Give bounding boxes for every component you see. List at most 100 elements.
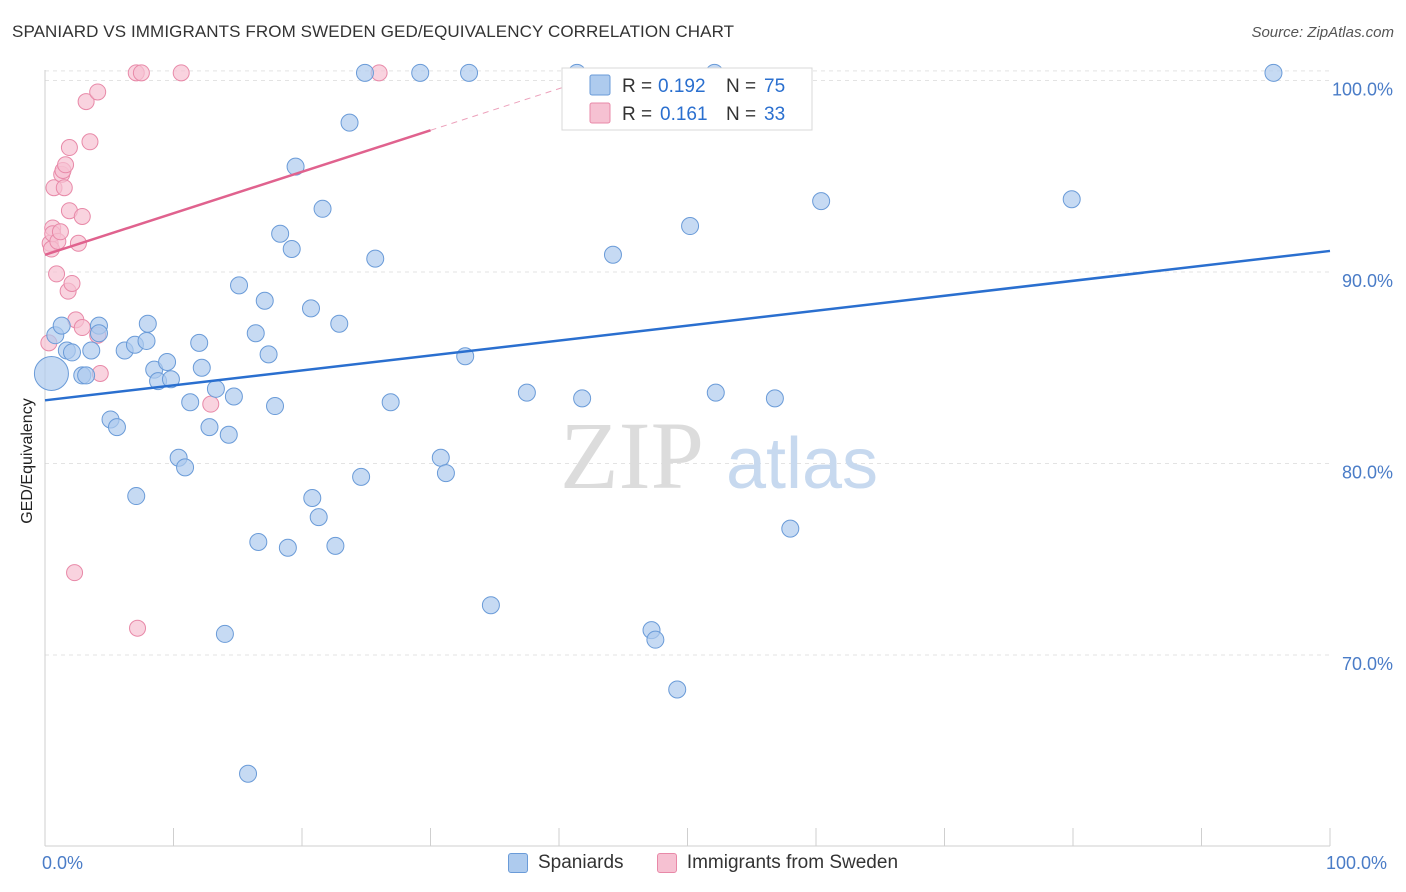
- legend-swatch-spaniards: [589, 74, 611, 96]
- x-tick-label-max: 100.0%: [1326, 853, 1388, 873]
- data-point-spaniards: [137, 331, 156, 350]
- legend-swatch-sweden: [589, 102, 611, 124]
- watermark: ZIP atlas: [560, 402, 878, 509]
- data-point-spaniards: [161, 370, 180, 389]
- chart-source: Source: ZipAtlas.com: [1251, 24, 1394, 41]
- data-point-sweden: [66, 564, 84, 582]
- data-point-spaniards: [681, 217, 700, 236]
- data-point-spaniards: [765, 389, 784, 408]
- data-point-spaniards: [366, 249, 385, 268]
- data-point-spaniards: [330, 314, 349, 333]
- data-point-spaniards: [668, 680, 687, 699]
- data-point-spaniards: [646, 630, 665, 649]
- legend-r-label: R =: [622, 104, 652, 125]
- legend-r-value: 0.161: [660, 104, 708, 125]
- data-point-sweden: [77, 93, 95, 111]
- data-point-spaniards: [812, 192, 831, 211]
- data-point-sweden: [73, 207, 91, 225]
- gridlines: [45, 70, 1330, 656]
- legend-r-value: 0.192: [658, 76, 706, 97]
- data-point-spaniards: [230, 276, 249, 295]
- data-point-spaniards: [286, 157, 305, 176]
- legend-box: R = 0.192 N = 75 R = 0.161 N = 33: [561, 67, 813, 131]
- legend-swatch-icon: [656, 853, 677, 873]
- trend-line-sweden: [44, 129, 431, 256]
- y-axis-label: GED/Equivalency: [19, 398, 36, 524]
- data-point-spaniards: [326, 536, 345, 555]
- data-point-spaniards: [138, 314, 157, 333]
- data-point-spaniards: [127, 487, 146, 506]
- trend-line-spaniards: [44, 249, 1331, 402]
- data-point-spaniards: [107, 418, 126, 437]
- data-point-spaniards: [82, 341, 101, 360]
- watermark-zip: ZIP: [560, 402, 704, 509]
- data-point-spaniards: [303, 488, 322, 507]
- bottom-legend-label: Immigrants from Sweden: [686, 852, 899, 873]
- data-point-spaniards: [603, 245, 622, 264]
- axes: [44, 70, 1331, 847]
- data-point-spaniards: [1062, 190, 1081, 209]
- data-point-sweden: [89, 83, 107, 101]
- legend-n-label: N =: [726, 104, 756, 125]
- data-point-spaniards: [282, 240, 301, 259]
- data-point-spaniards: [309, 508, 328, 527]
- data-point-spaniards: [224, 387, 243, 406]
- legend-n-value: 75: [764, 76, 785, 97]
- data-point-spaniards: [89, 324, 108, 343]
- trend-line-sweden-extension: [430, 81, 579, 131]
- data-point-sweden: [60, 139, 78, 157]
- y-tick-labels: 100.0% 90.0% 80.0% 70.0%: [1332, 80, 1393, 675]
- trend-lines: [44, 81, 1331, 402]
- data-point-spaniards: [355, 63, 374, 82]
- data-point-sweden: [132, 64, 150, 82]
- x-tick-label-min: 0.0%: [42, 853, 84, 873]
- data-point-sweden: [172, 64, 190, 82]
- data-point-spaniards: [158, 353, 177, 372]
- data-point-sweden: [129, 619, 147, 637]
- data-point-sweden: [81, 133, 99, 151]
- bottom-legend-label: Spaniards: [537, 852, 624, 873]
- data-point-spaniards: [460, 63, 479, 82]
- bottom-legend-spaniards[interactable]: Spaniards: [507, 852, 624, 874]
- data-point-spaniards: [1264, 63, 1283, 82]
- data-point-spaniards: [259, 345, 278, 364]
- data-point-sweden: [73, 319, 91, 337]
- bottom-legend-sweden[interactable]: Immigrants from Sweden: [656, 852, 899, 874]
- data-point-sweden: [57, 156, 75, 174]
- y-tick-label: 100.0%: [1332, 80, 1393, 100]
- data-point-spaniards: [481, 596, 500, 615]
- data-point-spaniards: [249, 533, 268, 552]
- data-point-spaniards: [340, 113, 359, 132]
- data-point-spaniards: [52, 316, 71, 335]
- data-point-spaniards: [206, 379, 225, 398]
- data-point-sweden: [51, 223, 69, 241]
- bottom-legend: Spaniards Immigrants from Sweden: [0, 852, 1406, 879]
- y-tick-label: 70.0%: [1342, 654, 1393, 674]
- legend-swatch-icon: [507, 853, 528, 873]
- series-immigrants-from-sweden: [40, 64, 388, 637]
- data-point-spaniards: [436, 464, 455, 483]
- data-point-spaniards: [192, 358, 211, 377]
- data-point-spaniards: [219, 425, 238, 444]
- y-tick-label: 90.0%: [1342, 271, 1393, 291]
- data-point-spaniards: [381, 393, 400, 412]
- y-tick-label: 80.0%: [1342, 463, 1393, 483]
- data-point-sweden: [55, 179, 73, 197]
- data-point-spaniards: [266, 397, 285, 416]
- legend-n-value: 33: [764, 104, 785, 125]
- chart-title: SPANIARD VS IMMIGRANTS FROM SWEDEN GED/E…: [12, 22, 735, 41]
- data-point-spaniards: [33, 355, 69, 391]
- data-point-spaniards: [517, 383, 536, 402]
- watermark-atlas: atlas: [726, 424, 878, 504]
- series-spaniards: [33, 63, 1283, 783]
- data-point-spaniards: [271, 224, 290, 243]
- data-point-spaniards: [255, 291, 274, 310]
- data-point-spaniards: [176, 458, 195, 477]
- data-point-spaniards: [301, 299, 320, 318]
- data-point-sweden: [48, 265, 66, 283]
- data-point-spaniards: [246, 324, 265, 343]
- data-point-spaniards: [278, 538, 297, 557]
- data-point-spaniards: [573, 389, 592, 408]
- data-point-sweden: [63, 274, 81, 292]
